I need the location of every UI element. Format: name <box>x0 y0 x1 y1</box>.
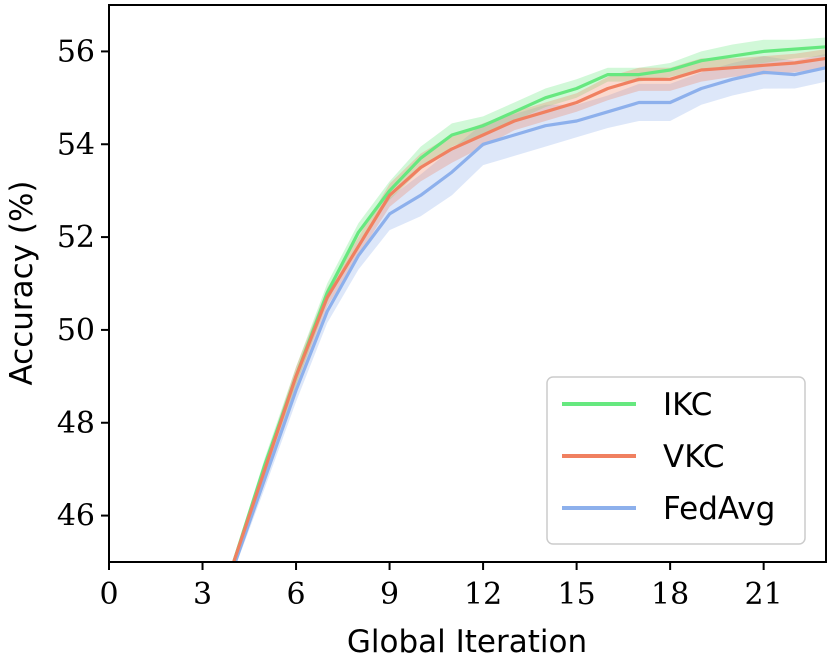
y-tick-label: 50 <box>57 313 95 348</box>
y-tick-label: 56 <box>57 34 95 69</box>
x-tick-label: 18 <box>651 577 689 612</box>
x-tick-label: 15 <box>558 577 596 612</box>
x-tick-label: 9 <box>380 577 399 612</box>
legend-label-ikc: IKC <box>663 387 712 423</box>
x-axis-ticks: 0 3 6 9 12 15 18 21 <box>99 562 783 612</box>
y-tick-label: 52 <box>57 220 95 255</box>
y-axis-label: Accuracy (%) <box>4 180 40 385</box>
legend-box <box>546 376 806 545</box>
y-tick-label: 46 <box>57 499 95 534</box>
x-tick-label: 12 <box>464 577 502 612</box>
x-axis-label: Global Iteration <box>347 624 587 659</box>
y-tick-label: 54 <box>57 127 95 162</box>
line-fedavg <box>233 66 826 562</box>
plot-frame <box>108 4 827 563</box>
series-lines <box>232 45 826 562</box>
legend-items: IKC VKC FedAvg <box>562 387 775 527</box>
y-axis-ticks: 46 48 50 52 54 56 <box>57 34 109 534</box>
x-tick-label: 6 <box>286 577 305 612</box>
line-ikc <box>232 45 826 562</box>
y-tick-label: 48 <box>57 406 95 441</box>
line-vkc <box>232 56 826 562</box>
x-tick-label: 0 <box>99 577 118 612</box>
legend-label-vkc: VKC <box>663 439 725 475</box>
legend: IKC VKC FedAvg <box>546 376 806 545</box>
x-tick-label: 3 <box>193 577 212 612</box>
legend-label-fedavg: FedAvg <box>663 491 775 527</box>
x-tick-label: 21 <box>745 577 783 612</box>
